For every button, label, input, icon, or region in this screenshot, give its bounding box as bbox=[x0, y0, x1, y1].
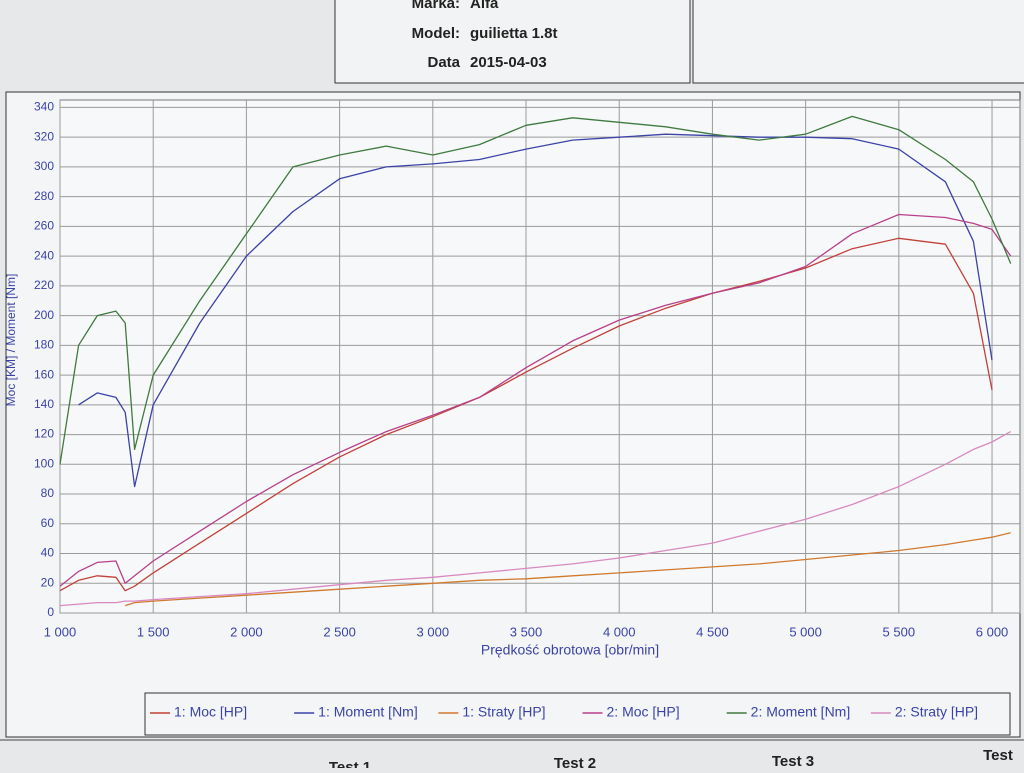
y-tick-label: 260 bbox=[34, 219, 54, 233]
plot-area bbox=[59, 99, 1021, 614]
header-label: Data bbox=[427, 54, 460, 71]
series-line bbox=[59, 213, 1012, 587]
y-tick-label: 200 bbox=[34, 308, 54, 322]
x-tick-label: 5 500 bbox=[883, 624, 916, 639]
y-tick-label: 20 bbox=[41, 575, 55, 589]
header-value: 2015-04-03 bbox=[470, 54, 547, 71]
x-tick-label: 2 000 bbox=[230, 624, 263, 639]
x-tick-label: 6 000 bbox=[976, 624, 1009, 639]
x-tick-label: 3 500 bbox=[510, 624, 543, 639]
y-tick-label: 120 bbox=[34, 427, 54, 441]
legend-label: 1: Moment [Nm] bbox=[318, 704, 418, 720]
x-tick-label: 3 000 bbox=[417, 624, 450, 639]
legend-box bbox=[144, 692, 1011, 736]
header-label: Model: bbox=[412, 25, 460, 42]
header-box bbox=[692, 0, 1024, 84]
x-tick-label: 1 000 bbox=[44, 624, 77, 639]
x-tick-label: 5 000 bbox=[789, 624, 822, 639]
header-value: guilietta 1.8t bbox=[470, 25, 558, 42]
header-box bbox=[334, 0, 691, 84]
x-tick-label: 2 500 bbox=[323, 624, 356, 639]
legend-label: 2: Moment [Nm] bbox=[751, 704, 851, 720]
tab: Test bbox=[983, 747, 1013, 764]
legend-label: 2: Straty [HP] bbox=[895, 704, 978, 720]
y-tick-label: 220 bbox=[34, 278, 54, 292]
header-label: Marka: bbox=[412, 0, 460, 12]
tab: Test 1 bbox=[329, 759, 371, 768]
x-axis-label: Prędkość obrotowa [obr/min] bbox=[481, 642, 659, 658]
tab: Test 2 bbox=[554, 755, 596, 768]
y-tick-label: 100 bbox=[34, 456, 54, 470]
y-tick-label: 60 bbox=[41, 516, 55, 530]
legend-label: 1: Moc [HP] bbox=[174, 704, 247, 720]
x-tick-label: 4 500 bbox=[696, 624, 729, 639]
y-tick-label: 160 bbox=[34, 367, 54, 381]
x-tick-label: 4 000 bbox=[603, 624, 636, 639]
legend-label: 2: Moc [HP] bbox=[607, 704, 680, 720]
y-tick-label: 280 bbox=[34, 189, 54, 203]
tab: Test 3 bbox=[772, 753, 814, 768]
y-tick-label: 140 bbox=[34, 397, 54, 411]
series-line bbox=[78, 133, 993, 488]
series-line bbox=[59, 237, 993, 592]
series-line bbox=[125, 532, 1011, 607]
legend-label: 1: Straty [HP] bbox=[462, 704, 545, 720]
series-line bbox=[59, 431, 1012, 607]
header-value: Alfa bbox=[470, 0, 499, 12]
y-tick-label: 180 bbox=[34, 338, 54, 352]
y-tick-label: 340 bbox=[34, 100, 54, 114]
y-tick-label: 300 bbox=[34, 159, 54, 173]
y-tick-label: 40 bbox=[41, 546, 55, 560]
series-line bbox=[59, 115, 1012, 465]
x-tick-label: 1 500 bbox=[137, 624, 170, 639]
y-tick-label: 0 bbox=[47, 605, 54, 619]
y-axis-label: Moc [KM] / Moment [Nm] bbox=[4, 274, 18, 407]
y-tick-label: 80 bbox=[41, 486, 55, 500]
y-tick-label: 240 bbox=[34, 248, 54, 262]
y-tick-label: 320 bbox=[34, 129, 54, 143]
